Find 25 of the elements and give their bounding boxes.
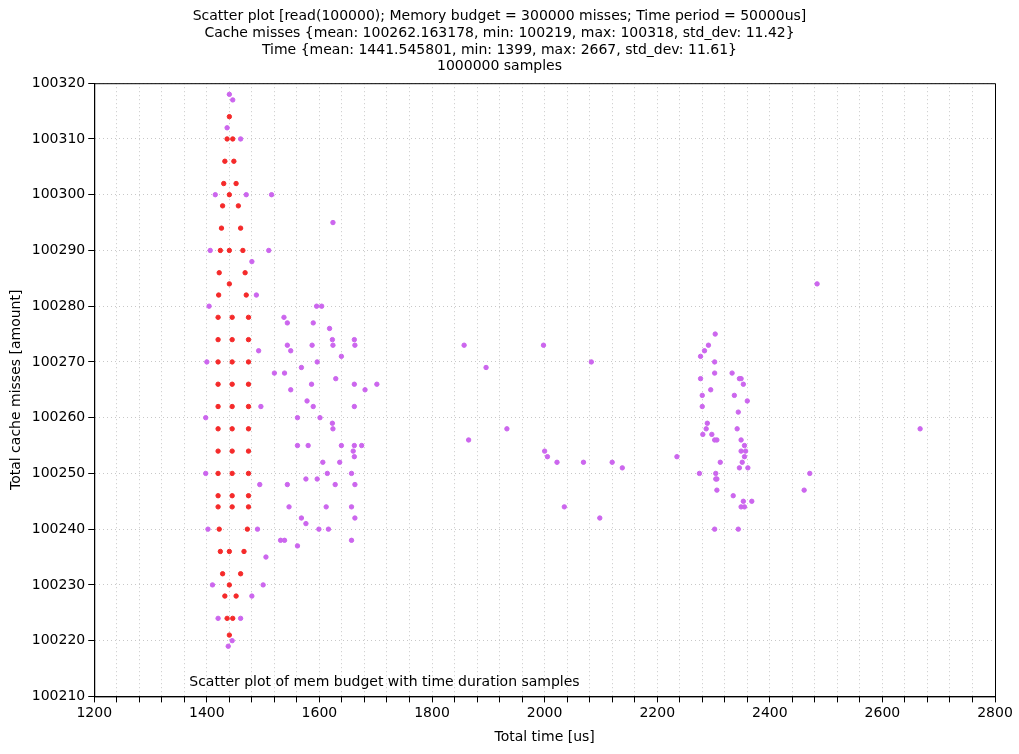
y-tick-label: 100250 — [31, 464, 86, 481]
y-axis-title: Total cache misses [amount] — [7, 289, 24, 492]
x-tick-label: 2400 — [751, 704, 788, 721]
x-tick-label: 1800 — [414, 704, 450, 721]
y-tick-label: 100290 — [31, 241, 86, 258]
x-tick-label: 2600 — [864, 704, 901, 721]
x-tick-label: 2800 — [977, 704, 1013, 721]
x-tick-label: 1200 — [76, 704, 113, 721]
y-tick-label: 100280 — [31, 296, 86, 313]
x-axis-title: Total time [us] — [493, 728, 595, 745]
y-tick-label: 100260 — [31, 408, 86, 425]
y-tick-label: 100220 — [31, 631, 86, 648]
y-tick-label: 100270 — [31, 352, 86, 369]
y-tick-label: 100210 — [31, 687, 86, 704]
y-tick-label: 100310 — [31, 129, 86, 146]
y-tick-label: 100320 — [31, 73, 86, 90]
y-tick-label: 100300 — [31, 185, 86, 202]
y-tick-label: 100230 — [31, 575, 86, 592]
x-tick-label: 1400 — [189, 704, 225, 721]
annotation: Scatter plot of mem budget with time duration samples — [189, 673, 580, 690]
x-tick-label: 1600 — [301, 704, 338, 721]
y-tick-label: 100240 — [31, 519, 86, 536]
x-tick-label: 2200 — [639, 704, 676, 721]
x-tick-label: 2000 — [526, 704, 563, 721]
chart-title: Scatter plot [read(100000); Memory budget = 300000 misses; Time period = 50000us] Cache misses {mean: 100262.163178, min: 100219, max: 100318, std_dev: 11.42} Time {mean: 1441.545801, min: 1399, max: 2667, std_dev: 11.61} 1000000 samples — [192, 7, 807, 74]
